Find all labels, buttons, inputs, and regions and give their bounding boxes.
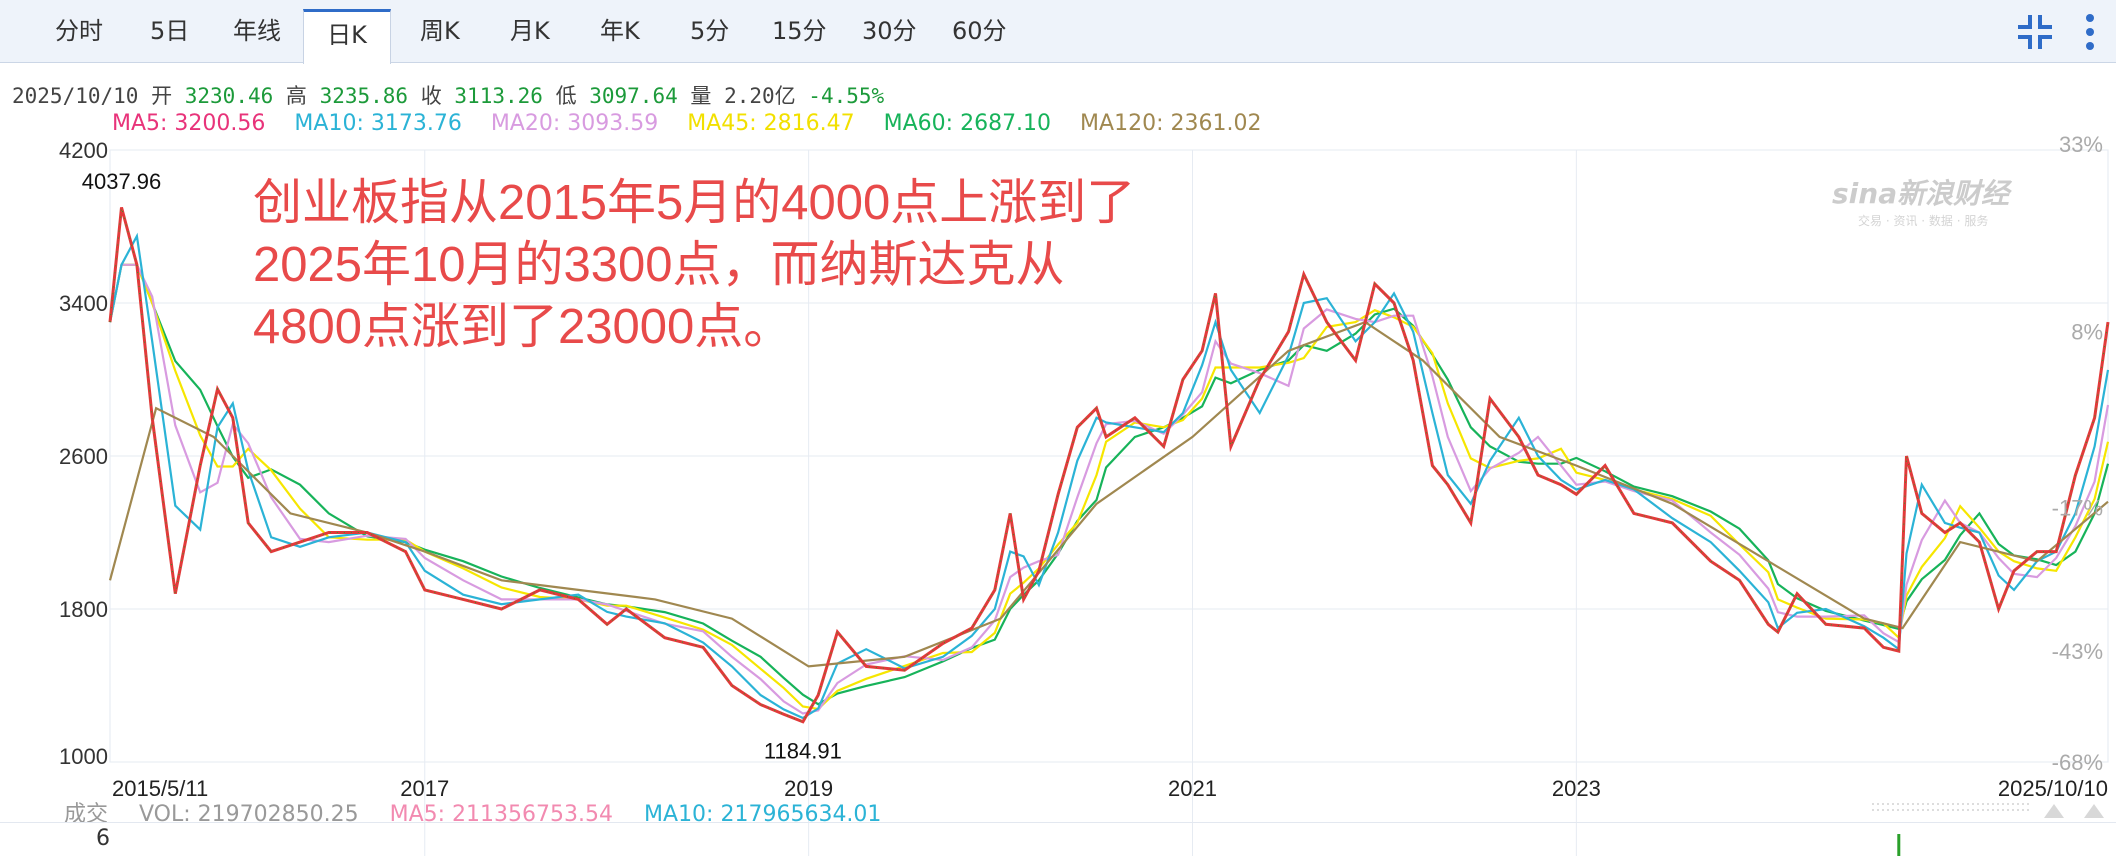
right-axis-tick-label: -17% (2052, 496, 2103, 521)
info-open-label: 开 (151, 84, 173, 108)
tab-weekly-k[interactable]: 周K (420, 17, 460, 45)
y-tick-label: 1800 (59, 597, 108, 622)
info-volume-label: 量 (690, 84, 712, 108)
tab-5-day[interactable]: 5日 (150, 17, 190, 45)
ma120-line (108, 320, 2109, 668)
volume-scroll-handle[interactable] (1872, 798, 2112, 826)
tab-15-min[interactable]: 15分 (772, 17, 827, 45)
info-date: 2025/10/10 (12, 84, 139, 108)
volume-ma5: MA5: 211356753.54 (389, 802, 614, 827)
info-low-value: 3097.64 (589, 84, 678, 108)
info-open-value: 3230.46 (184, 84, 274, 108)
tab-intraday[interactable]: 分时 (55, 17, 103, 45)
x-tick-label: 2021 (1168, 776, 1217, 801)
legend-ma10: MA10: 3173.76 (294, 111, 462, 136)
volume-ma10: MA10: 217965634.01 (644, 802, 882, 827)
right-axis-tick-label: 33% (2059, 132, 2103, 157)
volume-separator (0, 822, 2116, 823)
legend-ma5: MA5: 3200.56 (112, 111, 266, 136)
sina-finance-logo: sina新浪财经 交易 · 资讯 · 数据 · 服务 (1832, 177, 2010, 228)
y-tick-label: 4200 (59, 138, 108, 163)
collapse-arrows-icon[interactable] (2017, 14, 2053, 50)
tab-5-min[interactable]: 5分 (690, 17, 730, 45)
legend-ma45: MA45: 2816.47 (687, 111, 855, 136)
volume-legend: 成交 VOL: 219702850.25 MA5: 211356753.54 M… (64, 796, 905, 828)
tab-60-min[interactable]: 60分 (952, 17, 1007, 45)
y-tick-label: 2600 (59, 444, 108, 469)
tab-daily-k[interactable]: 日K (303, 9, 391, 64)
info-change-value: -4.55% (808, 84, 885, 108)
x-tick-label: 2023 (1552, 776, 1601, 801)
y-tick-label: 3400 (59, 291, 108, 316)
annotation-line: 4800点涨到了23000点。 (253, 300, 793, 354)
info-volume-value: 2.20亿 (724, 84, 796, 108)
volume-axis-tick: 6 (96, 826, 110, 851)
annotation-text: 创业板指从2015年5月的4000点上涨到了 2025年10月的3300点，而纳… (253, 172, 1135, 358)
ohlc-info-bar: 2025/10/10 开 3230.46 高 3235.86 收 3113.26… (12, 80, 884, 110)
info-low-label: 低 (555, 84, 577, 108)
annotation-line: 2025年10月的3300点，而纳斯达克从 (253, 238, 1065, 292)
right-axis-tick-label: 8% (2071, 320, 2103, 345)
volume-label: 成交 (64, 802, 109, 827)
max-value-label: 4037.96 (82, 169, 162, 194)
right-axis-tick-label: -68% (2052, 750, 2103, 775)
tab-monthly-k[interactable]: 月K (510, 17, 550, 45)
info-close-label: 收 (420, 84, 442, 108)
moving-average-legend: MA5: 3200.56 MA10: 3173.76 MA20: 3093.59… (112, 111, 1283, 136)
info-high-value: 3235.86 (319, 84, 409, 108)
info-high-label: 高 (285, 84, 307, 108)
info-close-value: 3113.26 (454, 84, 543, 108)
volume-vol: VOL: 219702850.25 (139, 802, 359, 827)
right-axis-tick-label: -43% (2052, 639, 2103, 664)
tab-yearly-k[interactable]: 年K (600, 17, 640, 45)
annotation-line: 创业板指从2015年5月的4000点上涨到了 (253, 176, 1136, 230)
y-tick-label: 1000 (59, 744, 108, 769)
vertical-dots-icon[interactable] (2083, 12, 2097, 52)
legend-ma60: MA60: 2687.10 (883, 111, 1052, 136)
legend-ma20: MA20: 3093.59 (490, 111, 659, 136)
tab-30-min[interactable]: 30分 (862, 17, 917, 45)
min-value-label: 1184.91 (764, 739, 842, 764)
legend-ma120: MA120: 2361.02 (1080, 111, 1262, 136)
tab-year-line[interactable]: 年线 (233, 17, 281, 45)
period-tab-bar: 分时 5日 年线 日K 周K 月K 年K 5分 15分 30分 60分 (0, 0, 2116, 64)
